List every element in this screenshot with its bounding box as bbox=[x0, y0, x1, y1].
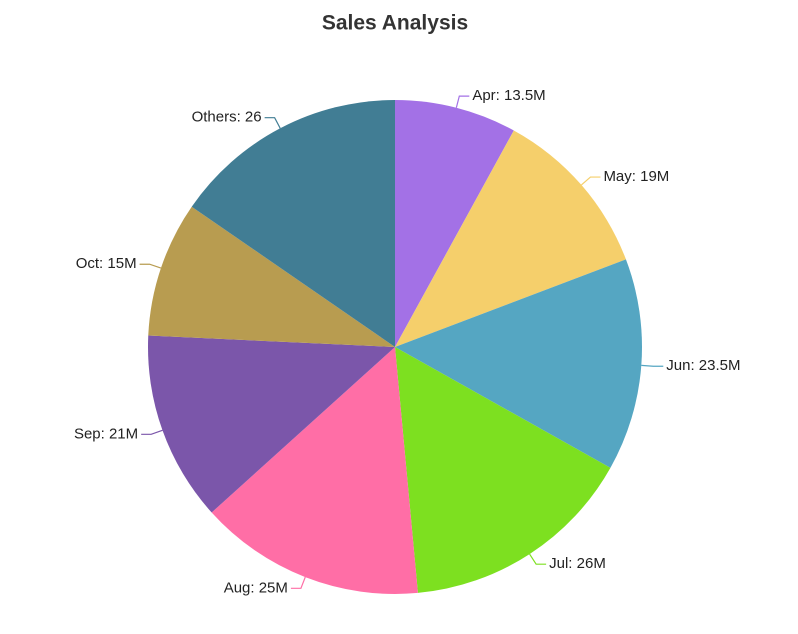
data-label: Jul: 26M bbox=[549, 555, 606, 572]
chart-title: Sales Analysis bbox=[322, 12, 468, 35]
leader-line bbox=[141, 429, 163, 435]
pie-slice bbox=[191, 100, 395, 347]
pie-slice bbox=[211, 347, 418, 594]
data-label: Oct: 15M bbox=[76, 255, 137, 272]
pie-slice bbox=[395, 100, 514, 347]
leader-line bbox=[641, 364, 664, 367]
leader-line bbox=[264, 117, 281, 129]
data-label: Aug: 25M bbox=[224, 579, 288, 596]
pie-slice bbox=[147, 335, 395, 513]
data-label: Jun: 23.5M bbox=[666, 357, 740, 374]
leader-line bbox=[581, 176, 601, 186]
leader-line bbox=[455, 95, 470, 108]
pie-slice bbox=[395, 259, 642, 468]
data-label: Sep: 21M bbox=[74, 425, 138, 442]
leader-line bbox=[290, 576, 306, 589]
data-label: May: 19M bbox=[603, 168, 669, 185]
leader-line bbox=[139, 263, 162, 269]
pie-slice bbox=[395, 130, 626, 347]
leader-line bbox=[529, 553, 547, 565]
data-label: Others: 26 bbox=[192, 109, 262, 126]
data-label: Apr: 13.5M bbox=[472, 87, 545, 104]
pie-slice bbox=[395, 347, 611, 593]
pie-slice bbox=[148, 206, 395, 347]
